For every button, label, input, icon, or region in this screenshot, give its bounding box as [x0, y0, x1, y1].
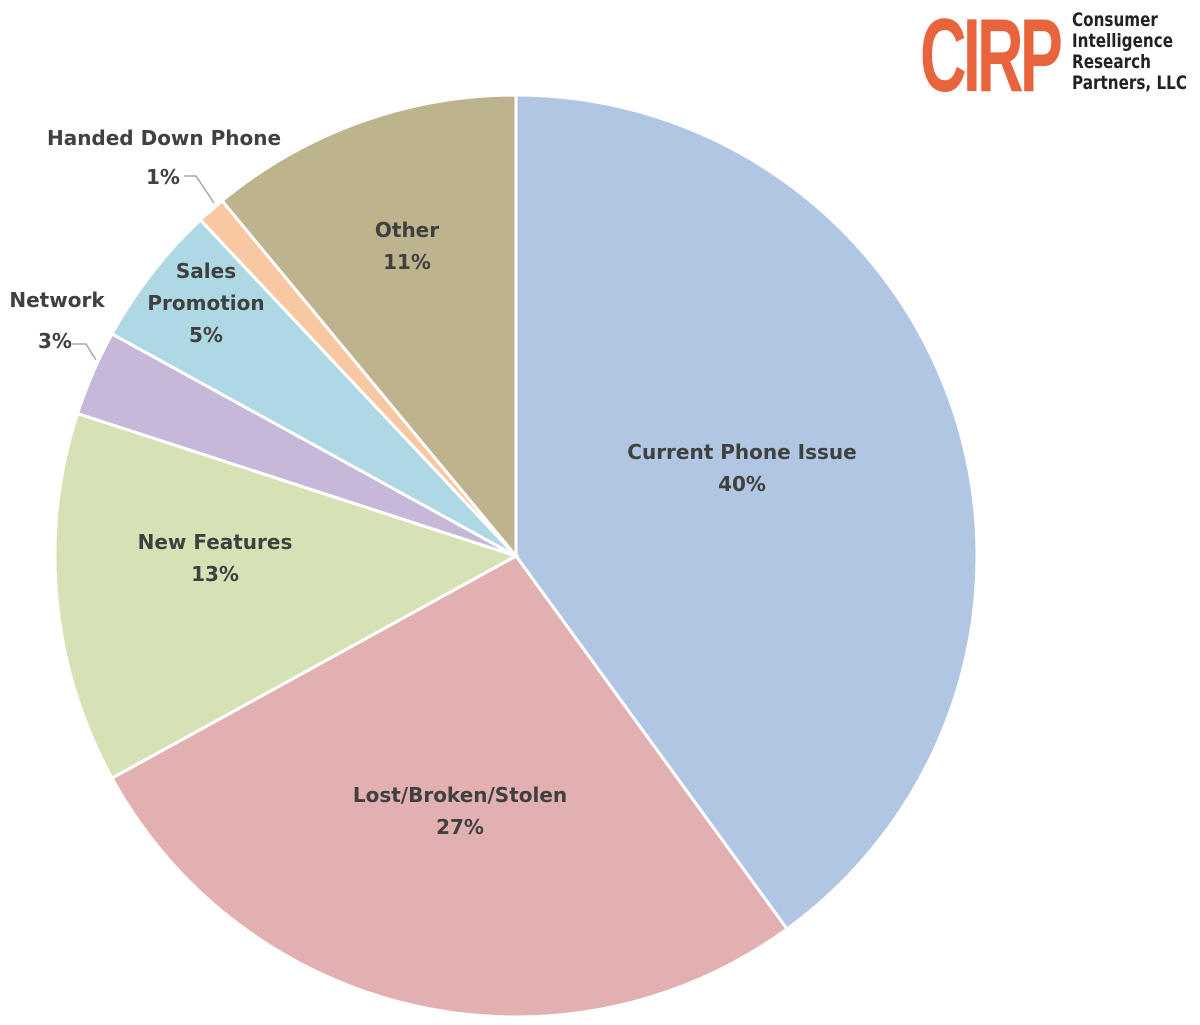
- logo-name-line: Research: [1072, 51, 1151, 73]
- slice-label-network: Network: [9, 288, 105, 312]
- slice-label-current-phone-issue: Current Phone Issue: [627, 440, 856, 464]
- leader-line-handed-down-phone: [184, 175, 215, 204]
- pie-slice-sales-promotion: [109, 217, 518, 558]
- slice-value-other: 11%: [383, 250, 431, 274]
- slice-value-network: 3%: [38, 329, 72, 353]
- slice-label-handed-down-phone: Handed Down Phone: [47, 126, 281, 150]
- slice-value-sales-promotion: 5%: [189, 323, 223, 347]
- logo-name-line: Intelligence: [1072, 30, 1174, 52]
- slice-value-lost-broken-stolen: 27%: [436, 815, 484, 839]
- slice-value-current-phone-issue: 40%: [718, 472, 766, 496]
- leader-line-network: [72, 343, 97, 361]
- logo-mark: CIRP: [920, 0, 1063, 114]
- pie-slice-other: [220, 93, 518, 561]
- logo-name-line: Consumer: [1072, 9, 1158, 31]
- slice-value-handed-down-phone: 1%: [146, 165, 180, 189]
- slice-label-sales-promotion: Sales: [176, 259, 236, 283]
- pie-slice-lost-broken-stolen: [109, 554, 790, 1019]
- logo-company-name: Consumer Intelligence Research Partners,…: [1072, 10, 1187, 94]
- slice-value-new-features: 13%: [191, 562, 239, 586]
- cirp-logo: CIRP Consumer Intelligence Research Part…: [920, 4, 1195, 114]
- pie-slice-new-features: [53, 411, 520, 781]
- slice-label-lost-broken-stolen: Lost/Broken/Stolen: [353, 783, 567, 807]
- slice-label-other: Other: [375, 218, 439, 242]
- pie-slice-current-phone-issue: [514, 93, 979, 932]
- logo-name-line: Partners, LLC: [1072, 72, 1188, 94]
- slice-label-sales-promotion: Promotion: [147, 291, 264, 315]
- slice-label-new-features: New Features: [138, 530, 293, 554]
